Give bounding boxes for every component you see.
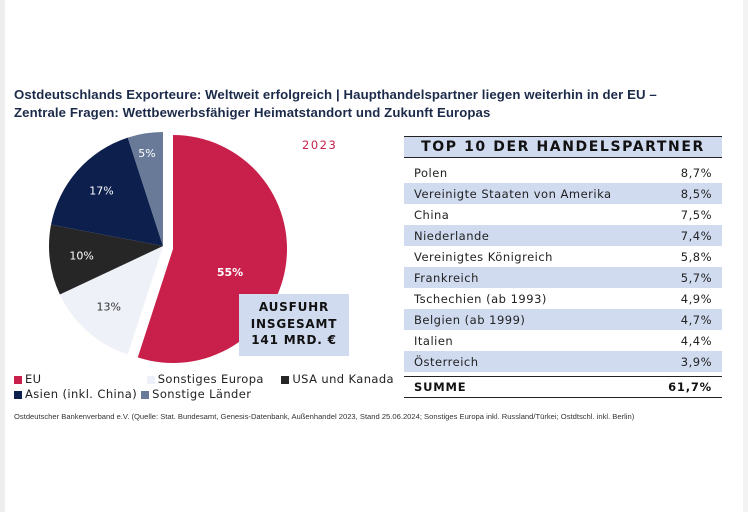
page-title: Ostdeutschlands Exporteure: Weltweit erf…	[14, 86, 734, 122]
country-name: Belgien (ab 1999)	[414, 312, 526, 327]
chart-legend: EU Sonstiges Europa USA und Kanada Asien…	[14, 372, 394, 402]
country-share: 7,5%	[680, 207, 712, 222]
table-row: Vereinigtes Königreich 5,8%	[404, 246, 722, 267]
top-partners-table: TOP 10 DER HANDELSPARTNER Polen 8,7% Verei…	[404, 136, 722, 398]
title-line-1: Ostdeutschlands Exporteure: Weltweit erf…	[14, 87, 657, 102]
legend-label: USA und Kanada	[292, 372, 394, 386]
legend-label: EU	[25, 372, 42, 386]
pie-slice-label: 13%	[96, 301, 120, 314]
country-name: China	[414, 207, 450, 222]
table-row: Niederlande 7,4%	[404, 225, 722, 246]
title-line-2: Zentrale Fragen: Wettbewerbsfähiger Heim…	[14, 105, 491, 120]
country-share: 4,9%	[680, 291, 712, 306]
legend-item-sonstige-laender: Sonstige Länder	[141, 387, 251, 402]
legend-item-asien: Asien (inkl. China)	[14, 387, 137, 402]
table-row: Polen 8,7%	[404, 162, 722, 183]
country-name: Tschechien (ab 1993)	[414, 291, 547, 306]
table-row: Belgien (ab 1999) 4,7%	[404, 309, 722, 330]
country-share: 3,9%	[680, 354, 712, 369]
legend-swatch-sonstiges-europa	[146, 375, 155, 384]
pie-slice-label: 17%	[89, 185, 113, 198]
country-name: Vereinigte Staaten von Amerika	[414, 186, 612, 201]
sum-label: SUMME	[414, 380, 467, 394]
legend-item-usa-kanada: USA und Kanada	[281, 372, 394, 387]
pie-slice-usa-und-kanada	[49, 224, 163, 295]
pie-slice-label: 10%	[69, 249, 93, 262]
country-name: Niederlande	[414, 228, 490, 243]
legend-label: Sonstiges Europa	[157, 372, 264, 386]
legend-item-eu: EU	[14, 372, 147, 387]
right-border	[743, 0, 748, 512]
legend-swatch-sonstige-laender	[141, 390, 150, 399]
table-row: Österreich 3,9%	[404, 351, 722, 372]
pie-slice-asien-inkl-china-	[51, 137, 163, 246]
country-name: Frankreich	[414, 270, 479, 285]
legend-swatch-asien	[14, 390, 22, 399]
legend-swatch-usa-kanada	[281, 375, 290, 384]
callout-line-2: INSGESAMT	[250, 316, 338, 331]
country-share: 5,8%	[680, 249, 712, 264]
sum-row: SUMME 61,7%	[404, 376, 722, 398]
sum-value: 61,7%	[668, 380, 712, 394]
source-note: Ostdeutscher Bankenverband e.V. (Quelle:…	[14, 412, 635, 421]
table-row: Tschechien (ab 1993) 4,9%	[404, 288, 722, 309]
legend-item-sonstiges-europa: Sonstiges Europa	[146, 372, 282, 387]
country-name: Italien	[414, 333, 454, 348]
country-name: Vereinigtes Königreich	[414, 249, 553, 264]
pie-slice-label: 5%	[138, 147, 155, 160]
table-header: TOP 10 DER HANDELSPARTNER	[404, 136, 722, 158]
legend-label: Asien (inkl. China)	[25, 387, 138, 401]
legend-swatch-eu	[14, 375, 22, 384]
country-share: 8,5%	[680, 186, 712, 201]
table-row: Frankreich 5,7%	[404, 267, 722, 288]
chart-year: 2023	[302, 138, 338, 152]
country-share: 8,7%	[680, 165, 712, 180]
callout-line-1: AUSFUHR	[258, 300, 330, 314]
pie-slice-label: 55%	[217, 266, 243, 279]
callout-line-3: 141 MRD. €	[251, 333, 337, 347]
pie-slice-sonstiges-europa	[59, 246, 163, 355]
country-share: 4,4%	[680, 333, 712, 348]
export-total-callout: AUSFUHR INSGESAMT 141 MRD. €	[239, 294, 349, 356]
legend-label: Sonstige Länder	[152, 387, 252, 401]
pie-slice-sonstige-länder	[127, 132, 163, 246]
country-share: 7,4%	[680, 228, 712, 243]
country-name: Polen	[414, 165, 448, 180]
table-row: China 7,5%	[404, 204, 722, 225]
table-row: Vereinigte Staaten von Amerika 8,5%	[404, 183, 722, 204]
left-border	[0, 0, 5, 512]
country-name: Österreich	[414, 354, 479, 369]
country-share: 5,7%	[680, 270, 712, 285]
country-share: 4,7%	[680, 312, 712, 327]
table-row: Italien 4,4%	[404, 330, 722, 351]
